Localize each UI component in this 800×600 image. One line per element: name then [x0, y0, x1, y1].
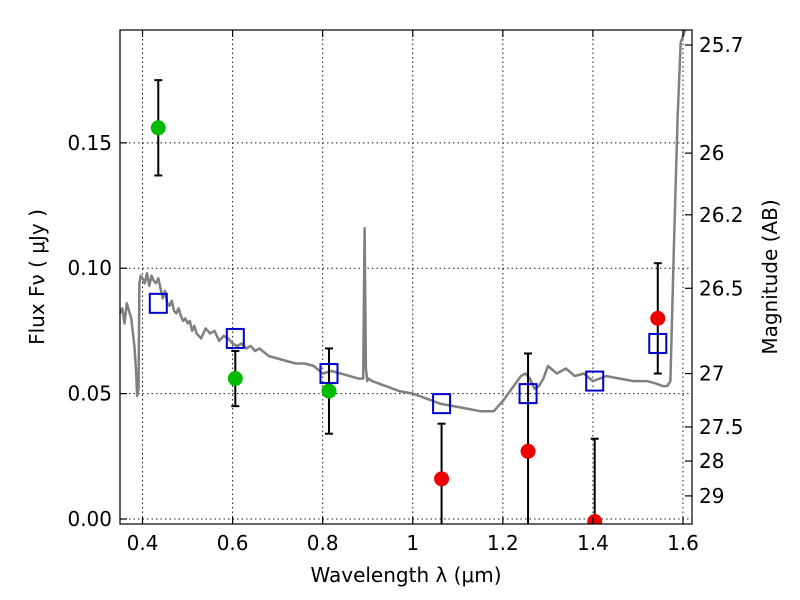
sed-model-curve [118, 29, 687, 413]
flux-point [150, 120, 166, 136]
x-tick-label: 0.4 [127, 531, 159, 555]
y-tick-label: 0.15 [67, 131, 112, 155]
flux-point [650, 310, 666, 326]
x-tick-label: 0.8 [307, 531, 339, 555]
x-axis-label: Wavelength λ (μm) [310, 563, 501, 587]
x-tick-label: 1.2 [487, 531, 519, 555]
plot-frame [119, 29, 693, 525]
grid-lines [120, 30, 692, 524]
flux-point [321, 383, 337, 399]
y2-tick-label: 26 [699, 141, 724, 165]
y-axis-label: Flux Fν ( μJy ) [25, 209, 49, 345]
model-flux-square [648, 332, 668, 354]
y-tick-label: 0.05 [67, 382, 112, 406]
y2-tick-label: 27 [699, 362, 724, 386]
model-flux-square [225, 327, 245, 349]
x-tick-label: 1 [406, 531, 419, 555]
y-tick-label: 0.00 [67, 507, 112, 531]
y2-tick-label: 27.5 [699, 415, 744, 439]
flux-point [434, 471, 450, 487]
x-tick-label: 0.6 [217, 531, 249, 555]
y2-tick-label: 29 [699, 484, 724, 508]
y2-tick-label: 26.5 [699, 276, 744, 300]
flux-point [227, 371, 243, 387]
x-tick-label: 1.4 [577, 531, 609, 555]
y-tick-label: 0.10 [67, 256, 112, 280]
x-tick-label: 1.6 [667, 531, 699, 555]
y2-tick-label: 28 [699, 449, 724, 473]
sed-model-layer [118, 29, 687, 413]
flux-point [520, 443, 536, 459]
data-points-layer [148, 120, 668, 524]
model-flux-square [148, 292, 168, 314]
axis-ticks: 0.4 0.6 0.8 1 1.2 1.4 1.6 0.00 0.05 0.10 0.15 25.7 2… [67, 30, 744, 555]
model-flux-square [432, 393, 452, 415]
y2-tick-label: 26.2 [699, 203, 744, 227]
model-flux-square [585, 370, 605, 392]
y2-tick-label: 25.7 [699, 33, 744, 57]
flux-point [587, 513, 603, 524]
model-flux-square [319, 363, 339, 385]
y2-axis-label: Magnitude (AB) [758, 199, 782, 354]
model-flux-square [518, 383, 538, 405]
